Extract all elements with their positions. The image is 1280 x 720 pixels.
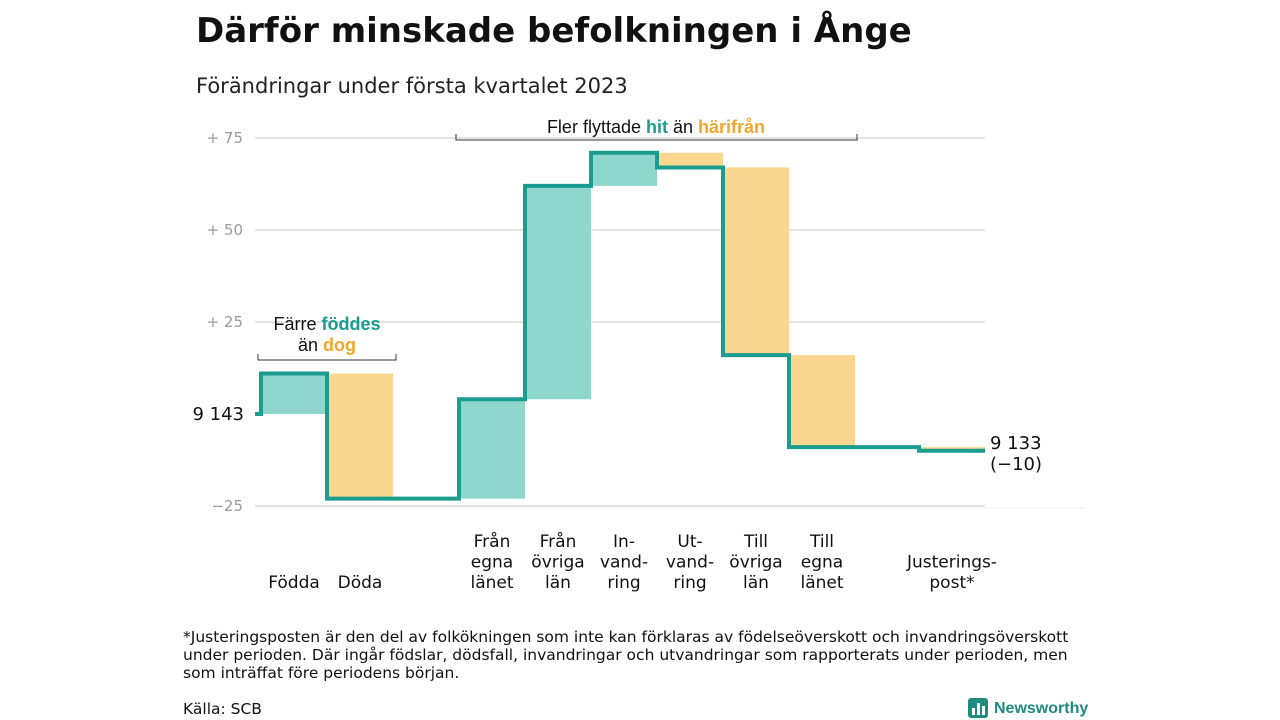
y-tick-label: + 50 bbox=[207, 221, 243, 239]
category-label: Till bbox=[743, 532, 768, 552]
category-label: övriga bbox=[729, 553, 782, 573]
bar-decrease bbox=[657, 152, 723, 168]
bar-increase bbox=[525, 185, 591, 400]
category-label: egna bbox=[801, 553, 843, 573]
category-label: Döda bbox=[338, 573, 383, 593]
bar-increase bbox=[459, 399, 525, 499]
y-tick-labels: + 75 + 50 + 25 −25 bbox=[207, 129, 243, 515]
category-label: vand- bbox=[666, 553, 714, 573]
category-label: Från bbox=[474, 531, 511, 552]
page-subtitle: Förändringar under första kvartalet 2023 bbox=[196, 74, 628, 98]
annotation-bracket bbox=[257, 354, 397, 361]
annotation-moves: Fler flyttade hit än härifrån bbox=[455, 117, 858, 141]
brand-name: Newsworthy bbox=[994, 700, 1088, 717]
bar-increase bbox=[261, 373, 327, 414]
y-gridlines bbox=[255, 137, 1085, 509]
category-label: ring bbox=[607, 573, 640, 593]
step-line bbox=[255, 150, 985, 501]
annotation-emphasis: föddes bbox=[322, 314, 381, 334]
annotation-emphasis: härifrån bbox=[698, 117, 765, 137]
category-label: länet bbox=[800, 573, 843, 593]
category-label: Från bbox=[540, 531, 577, 552]
category-label: Födda bbox=[268, 573, 320, 593]
category-label: Ut- bbox=[677, 532, 702, 552]
cumulative-step-line bbox=[255, 150, 985, 501]
annotation-text: Färre bbox=[273, 314, 321, 334]
category-label: Justerings- bbox=[906, 553, 997, 573]
annotation-moves-text: Fler flyttade hit än härifrån bbox=[547, 117, 765, 137]
annotation-emphasis: dog bbox=[323, 335, 356, 355]
footnote-line-3: som inträffat före periodens början. bbox=[183, 664, 459, 682]
annotation-births-line2: än dog bbox=[298, 335, 356, 355]
footnote-line-1: *Justeringsposten är den del av folkökni… bbox=[183, 628, 1068, 646]
category-label: övriga bbox=[531, 553, 584, 573]
y-tick-label: + 75 bbox=[207, 129, 243, 147]
bar-decrease bbox=[789, 355, 855, 448]
annotation-births: Färre föddes än dog bbox=[257, 314, 397, 361]
annotation-births-line1: Färre föddes bbox=[273, 314, 380, 334]
category-label: post* bbox=[929, 573, 974, 593]
category-label: In- bbox=[613, 532, 635, 552]
bar-chart-icon bbox=[968, 698, 988, 718]
y-tick-label: −25 bbox=[211, 497, 243, 515]
end-value-label: 9 133 bbox=[990, 433, 1042, 454]
y-tick-label: + 25 bbox=[207, 313, 243, 331]
category-labels: Födda DödaFrånegnalänetFrånövrigalänIn-va… bbox=[268, 531, 997, 593]
bar-decrease bbox=[327, 373, 393, 499]
source-label: Källa: SCB bbox=[183, 700, 262, 718]
bars bbox=[261, 152, 985, 499]
end-change-label: (−10) bbox=[990, 454, 1042, 475]
bar-decrease bbox=[723, 167, 789, 356]
category-label: län bbox=[743, 573, 769, 593]
category-label: länet bbox=[470, 573, 513, 593]
page-title: Därför minskade befolkningen i Ånge bbox=[196, 10, 912, 51]
annotation-text: än bbox=[668, 117, 698, 137]
brand-logo: Newsworthy bbox=[968, 698, 1088, 718]
footnote-line-2: under perioden. Där ingår födslar, dödsf… bbox=[183, 646, 1068, 664]
category-label: vand- bbox=[600, 553, 648, 573]
annotation-bracket bbox=[455, 134, 858, 141]
bar-increase bbox=[591, 152, 657, 186]
start-value-label: 9 143 bbox=[192, 404, 244, 425]
category-label: län bbox=[545, 573, 571, 593]
category-label: egna bbox=[471, 553, 513, 573]
category-label: Till bbox=[809, 532, 834, 552]
annotation-text: Fler flyttade bbox=[547, 117, 646, 137]
category-label: ring bbox=[673, 573, 706, 593]
annotation-emphasis: hit bbox=[646, 117, 668, 137]
annotation-text: än bbox=[298, 335, 323, 355]
